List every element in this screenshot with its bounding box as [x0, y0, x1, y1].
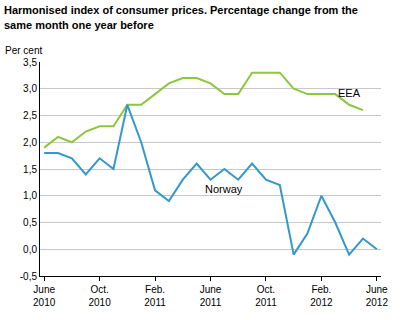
svg-text:Oct.2011: Oct.2011 — [255, 284, 277, 308]
svg-text:0,0: 0,0 — [23, 244, 37, 255]
svg-text:Feb.2012: Feb.2012 — [310, 284, 333, 308]
svg-text:2,0: 2,0 — [23, 137, 37, 148]
svg-text:Per cent: Per cent — [5, 45, 42, 56]
svg-text:EEA: EEA — [338, 87, 361, 99]
svg-text:June2011: June2011 — [200, 284, 222, 308]
svg-text:3,5: 3,5 — [23, 57, 37, 68]
svg-text:2,5: 2,5 — [23, 110, 37, 121]
svg-text:1,5: 1,5 — [23, 164, 37, 175]
svg-text:1,0: 1,0 — [23, 190, 37, 201]
svg-text:June2012: June2012 — [366, 284, 389, 308]
svg-text:0,5: 0,5 — [23, 217, 37, 228]
svg-text:Norway: Norway — [205, 183, 243, 195]
svg-text:Oct.2010: Oct.2010 — [88, 284, 111, 308]
svg-text:Harmonised index of consumer p: Harmonised index of consumer prices. Per… — [4, 4, 358, 30]
svg-text:June2010: June2010 — [33, 284, 56, 308]
svg-text:-0,5: -0,5 — [20, 271, 38, 282]
svg-text:Feb.2011: Feb.2011 — [144, 284, 166, 308]
svg-text:3,0: 3,0 — [23, 83, 37, 94]
